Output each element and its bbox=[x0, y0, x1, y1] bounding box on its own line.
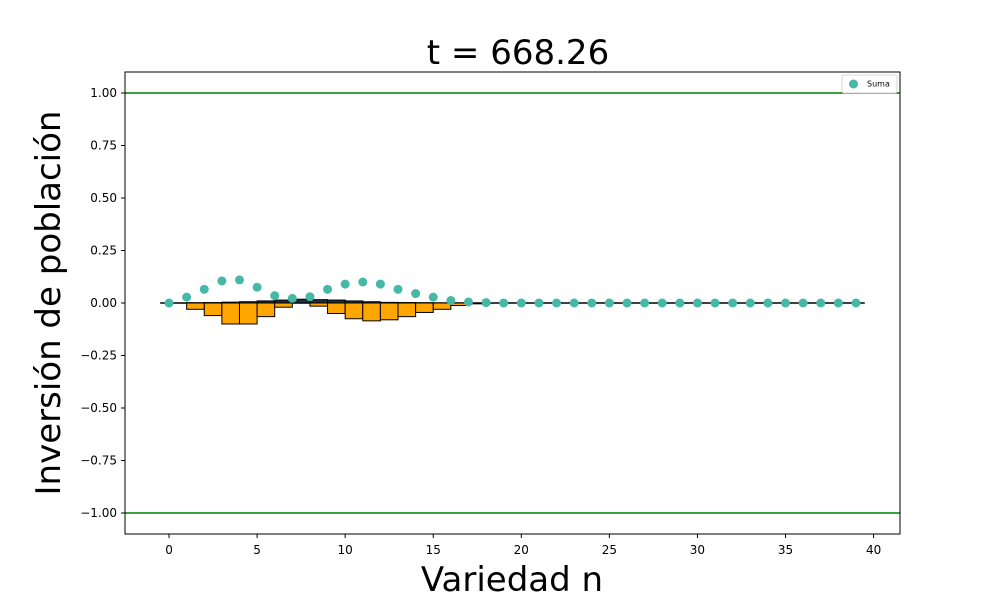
point-32 bbox=[728, 298, 738, 308]
legend-marker-suma bbox=[849, 79, 858, 89]
point-29 bbox=[675, 298, 685, 308]
point-5 bbox=[252, 282, 262, 292]
point-17 bbox=[463, 297, 473, 307]
bar-1-5 bbox=[256, 302, 276, 318]
y-tick-label-3: 0.25 bbox=[90, 244, 117, 258]
plot-area bbox=[125, 92, 900, 514]
x-tick-label-40: 40 bbox=[866, 543, 881, 557]
point-39 bbox=[851, 298, 861, 308]
bar-1-2 bbox=[203, 302, 223, 317]
point-33 bbox=[745, 298, 755, 308]
y-tick-label-6: −0.50 bbox=[80, 401, 117, 415]
bar-1-9 bbox=[327, 302, 346, 314]
point-23 bbox=[569, 298, 579, 308]
bar-1-15 bbox=[432, 302, 452, 310]
point-6 bbox=[270, 291, 280, 301]
point-10 bbox=[340, 279, 350, 289]
point-38 bbox=[833, 298, 843, 308]
point-20 bbox=[516, 298, 526, 308]
point-25 bbox=[604, 298, 614, 308]
point-1 bbox=[182, 292, 192, 302]
y-tick-label-7: −0.75 bbox=[80, 454, 117, 468]
x-axis-label: Variedad n bbox=[421, 560, 603, 600]
point-37 bbox=[816, 298, 826, 308]
point-14 bbox=[411, 289, 421, 299]
x-tick-label-25: 25 bbox=[602, 543, 617, 557]
bar-1-3 bbox=[221, 302, 240, 325]
point-31 bbox=[710, 298, 720, 308]
bar-1-14 bbox=[415, 302, 434, 313]
point-2 bbox=[199, 284, 209, 294]
chart-title: t = 668.26 bbox=[427, 33, 609, 73]
point-19 bbox=[499, 298, 509, 308]
point-3 bbox=[217, 276, 227, 286]
point-24 bbox=[587, 298, 597, 308]
point-28 bbox=[657, 298, 667, 308]
point-34 bbox=[763, 298, 773, 308]
point-30 bbox=[692, 298, 702, 308]
point-8 bbox=[305, 292, 315, 302]
y-tick-label-0: 1.00 bbox=[90, 86, 117, 100]
bar-1-11 bbox=[362, 302, 381, 322]
point-4 bbox=[234, 275, 244, 285]
bar-1-1 bbox=[186, 302, 205, 310]
bar-1-10 bbox=[344, 302, 364, 320]
y-tick-label-8: −1.00 bbox=[80, 506, 117, 520]
point-35 bbox=[781, 298, 791, 308]
x-tick-label-20: 20 bbox=[514, 543, 529, 557]
y-tick-label-1: 0.75 bbox=[90, 139, 117, 153]
point-9 bbox=[323, 284, 333, 294]
point-36 bbox=[798, 298, 808, 308]
axis-ticks: 0 5 10 15 20 25 30 35 40 1.00 0.75 0.50 0.25 0.00 −0.2… bbox=[80, 86, 881, 557]
y-axis-label: Inversión de población bbox=[29, 111, 69, 496]
point-27 bbox=[640, 298, 650, 308]
x-tick-label-10: 10 bbox=[338, 543, 353, 557]
bar-1-12 bbox=[379, 302, 399, 321]
y-tick-label-2: 0.50 bbox=[90, 191, 117, 205]
legend: Suma bbox=[841, 74, 898, 94]
point-21 bbox=[534, 298, 544, 308]
point-12 bbox=[375, 279, 385, 289]
x-tick-label-0: 0 bbox=[165, 543, 173, 557]
point-13 bbox=[393, 284, 403, 294]
point-16 bbox=[446, 295, 456, 305]
bar-1-13 bbox=[397, 302, 417, 318]
x-tick-label-30: 30 bbox=[690, 543, 705, 557]
point-11 bbox=[358, 277, 368, 287]
y-tick-label-5: −0.25 bbox=[80, 349, 117, 363]
point-22 bbox=[552, 298, 562, 308]
point-7 bbox=[287, 293, 297, 303]
legend-label-suma: Suma bbox=[867, 80, 890, 89]
point-15 bbox=[428, 292, 438, 302]
legend-box bbox=[841, 74, 898, 94]
x-tick-label-35: 35 bbox=[778, 543, 793, 557]
y-tick-label-4: 0.00 bbox=[90, 296, 117, 310]
point-18 bbox=[481, 298, 491, 308]
bar-1-4 bbox=[238, 302, 258, 325]
x-tick-label-5: 5 bbox=[253, 543, 261, 557]
bar-1-6 bbox=[274, 302, 293, 308]
bar-1-8 bbox=[309, 302, 329, 307]
point-0 bbox=[164, 298, 174, 308]
point-26 bbox=[622, 298, 632, 308]
x-tick-label-15: 15 bbox=[426, 543, 441, 557]
